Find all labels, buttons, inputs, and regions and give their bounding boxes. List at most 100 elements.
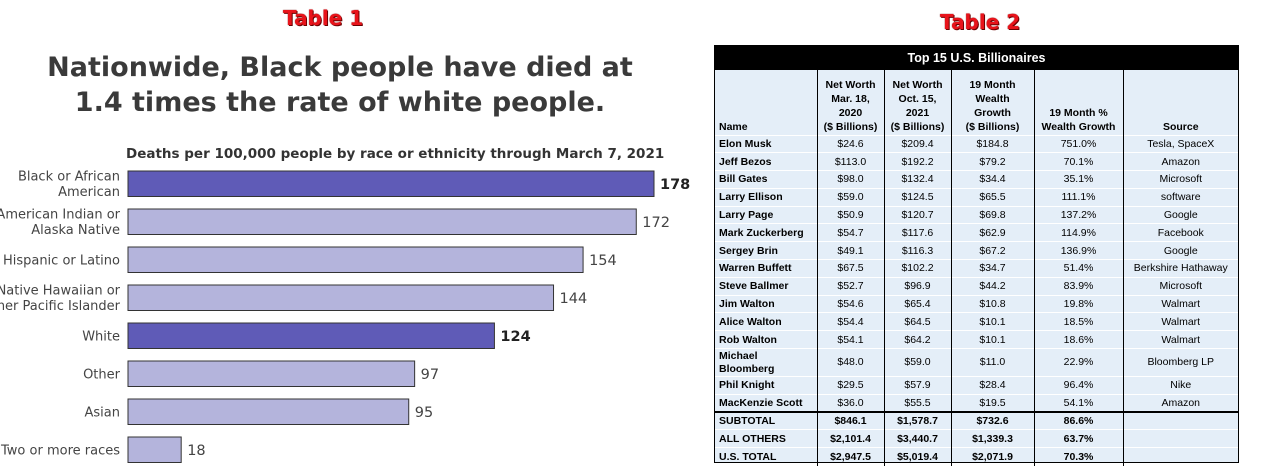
table-1-label: Table 1 <box>283 6 364 30</box>
table-cell: $102.2 <box>884 259 952 278</box>
bar-7 <box>127 436 182 463</box>
table-2-label: Table 2 <box>940 10 1021 34</box>
total-row: ALL OTHERS $2,101.4 $3,440.7 $1,339.3 63.7% <box>715 429 1238 448</box>
category-label: Black or African American <box>18 170 120 201</box>
table-cell: Sergey Brin <box>715 241 818 260</box>
table-cell: Rob Walton <box>715 330 818 349</box>
table-cell: $192.2 <box>884 152 952 171</box>
table-cell: Alice Walton <box>715 312 818 331</box>
table-cell: $57.9 <box>884 376 952 395</box>
bar-value-label: 144 <box>560 291 588 307</box>
table-cell: $2,101.4 <box>817 429 885 448</box>
table-row: Sergey Brin $49.1 $116.3 $67.2 136.9% Google <box>715 241 1238 260</box>
table-cell: $10.1 <box>951 312 1035 331</box>
table-cell: $52.7 <box>817 277 885 296</box>
table-cell: $49.1 <box>817 241 885 260</box>
table-cell: $54.7 <box>817 223 885 242</box>
table-cell: 19.8% <box>1034 295 1124 313</box>
table-cell: Warren Buffett <box>715 259 818 278</box>
table-cell: $55.5 <box>884 394 952 413</box>
table-cell: $64.5 <box>884 312 952 331</box>
table-cell: $65.5 <box>951 188 1035 207</box>
table-cell <box>1123 430 1238 448</box>
table-cell: $10.8 <box>951 295 1035 313</box>
table-cell: $67.5 <box>817 259 885 278</box>
table-cell: Phil Knight <box>715 376 818 395</box>
table-cell: $64.2 <box>884 330 952 349</box>
table-row: Elon Musk $24.6 $209.4 $184.8 751.0% Tesla, S… <box>715 135 1238 153</box>
table-cell: 83.9% <box>1034 277 1124 296</box>
table-title: Top 15 U.S. Billionaires <box>715 46 1238 70</box>
table-row: Michael Bloomberg $48.0 $59.0 $11.0 22.9% Bloo… <box>715 348 1238 377</box>
table-cell: $96.9 <box>884 277 952 296</box>
table-cell: $79.2 <box>951 152 1035 171</box>
table-cell: $117.6 <box>884 223 952 242</box>
bar-chart: 178 Black or African American 172 American I… <box>0 170 690 463</box>
table-cell: $67.2 <box>951 241 1035 260</box>
table-cell: $209.4 <box>884 135 952 153</box>
bar-6 <box>127 398 410 425</box>
table-cell: $120.7 <box>884 206 952 224</box>
table-row: Jeff Bezos $113.0 $192.2 $79.2 70.1% Amazon <box>715 152 1238 171</box>
table-row: Phil Knight $29.5 $57.9 $28.4 96.4% Nike <box>715 376 1238 395</box>
table-cell: $59.0 <box>817 188 885 207</box>
table-cell: $19.5 <box>951 394 1035 413</box>
bar-value-label: 18 <box>187 443 205 459</box>
chart-subtitle: Deaths per 100,000 people by race or eth… <box>126 146 665 162</box>
table-cell: $1,339.3 <box>951 429 1035 448</box>
table-cell: $69.8 <box>951 206 1035 224</box>
table-cell: $54.6 <box>817 295 885 313</box>
table-cell <box>1123 412 1238 430</box>
table-cell: Mark Zuckerberg <box>715 223 818 242</box>
table-cell: U.S. TOTAL <box>715 447 818 466</box>
table-cell: $11.0 <box>951 348 1035 377</box>
table-cell: $2,071.9 <box>951 447 1035 466</box>
table-cell: $48.0 <box>817 348 885 377</box>
table-cell: $65.4 <box>884 295 952 313</box>
total-row: U.S. TOTAL $2,947.5 $5,019.4 $2,071.9 70.3% <box>715 447 1238 466</box>
table-row: Jim Walton $54.6 $65.4 $10.8 19.8% Walmart <box>715 295 1238 313</box>
table-cell: MacKenzie Scott <box>715 394 818 413</box>
category-label: Native Hawaiian or ther Pacific Islander <box>0 284 121 315</box>
table-cell: $24.6 <box>817 135 885 153</box>
table-cell: 63.7% <box>1034 429 1124 448</box>
table-cell: Facebook <box>1157 226 1204 239</box>
table-cell: $29.5 <box>817 376 885 395</box>
table-cell: $98.0 <box>817 170 885 189</box>
column-header: Net Worth Oct. 15, 2021 ($ Billions) <box>884 70 952 135</box>
table-row: MacKenzie Scott $36.0 $55.5 $19.5 54.1% Amazo… <box>715 394 1238 413</box>
bar-0 <box>127 170 655 197</box>
table-header-row: Name Net Worth Mar. 18, 2020 ($ Billions) Net… <box>715 70 1238 135</box>
table-cell: Google <box>1163 244 1198 257</box>
table-cell: $5,019.4 <box>884 447 952 466</box>
table-cell: $28.4 <box>951 376 1035 395</box>
category-label: White <box>82 329 120 344</box>
table-cell: Microsoft <box>1159 173 1203 186</box>
table-cell: 51.4% <box>1034 259 1124 278</box>
table-cell: 18.5% <box>1034 312 1124 331</box>
table-row: Larry Page $50.9 $120.7 $69.8 137.2% Google <box>715 206 1238 224</box>
table-cell: 54.1% <box>1034 394 1124 413</box>
table-cell: Tesla, SpaceX <box>1147 137 1215 150</box>
bar-5 <box>127 360 416 387</box>
table-cell: Larry Ellison <box>715 188 818 207</box>
table-cell: $113.0 <box>817 152 885 171</box>
table-cell: Amazon <box>1161 397 1201 409</box>
table-row: Mark Zuckerberg $54.7 $117.6 $62.9 114.9% Fac… <box>715 223 1238 242</box>
table-cell: SUBTOTAL <box>715 412 818 430</box>
table-row: Bill Gates $98.0 $132.4 $34.4 35.1% Microsoft <box>715 170 1238 189</box>
table-cell: $116.3 <box>884 241 952 260</box>
table-cell: Larry Page <box>715 206 818 224</box>
table-cell: Bloomberg LP <box>1147 356 1215 369</box>
table-cell: $50.9 <box>817 206 885 224</box>
table-cell: Nike <box>1170 379 1192 392</box>
table-cell: $846.1 <box>817 412 885 430</box>
bar-3 <box>127 284 555 311</box>
table-row: Warren Buffett $67.5 $102.2 $34.7 51.4% Berks… <box>715 259 1238 278</box>
billionaires-table: Top 15 U.S. Billionaires Name Net Worth Ma… <box>714 45 1239 466</box>
table-cell: $44.2 <box>951 277 1035 296</box>
table-cell: Google <box>1163 209 1198 222</box>
column-header: Net Worth Mar. 18, 2020 ($ Billions) <box>817 70 885 135</box>
table-cell: 86.6% <box>1034 412 1124 430</box>
table-cell: $34.7 <box>951 259 1035 278</box>
